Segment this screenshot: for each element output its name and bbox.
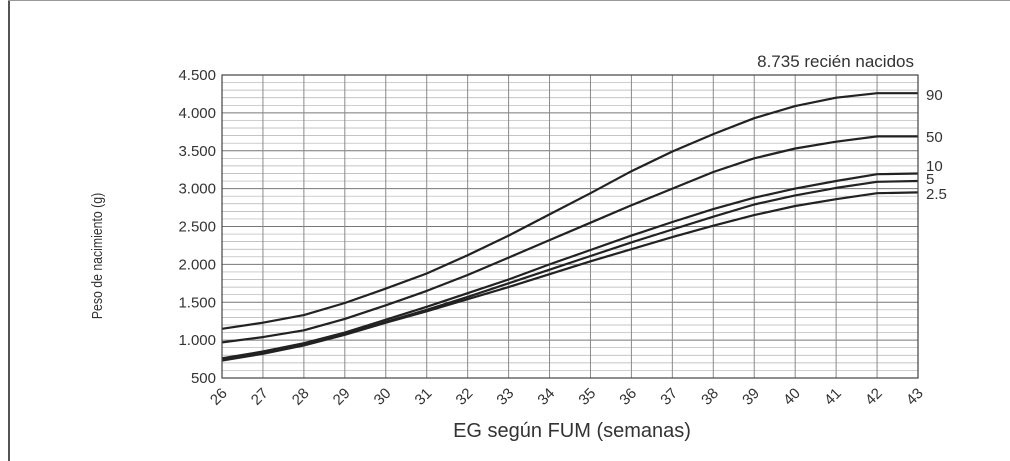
x-tick-label: 40 (780, 385, 804, 409)
y-tick-label: 3.500 (178, 143, 216, 160)
series-line-50 (221, 135, 918, 344)
y-tick-label: 500 (191, 370, 216, 387)
x-tick-label: 33 (493, 385, 517, 409)
series-label-50: 50 (926, 129, 943, 146)
y-tick-label: 2.500 (178, 219, 216, 236)
x-tick-label: 30 (371, 385, 395, 409)
x-tick-label: 37 (657, 385, 681, 409)
series-label-5: 5 (926, 171, 934, 188)
series-line-2-5 (221, 191, 919, 362)
y-axis-title: Peso de nacimiento (g) (89, 193, 105, 319)
series-layer (221, 92, 919, 362)
x-tick-label: 31 (412, 385, 436, 409)
y-tick-label: 4.500 (178, 67, 216, 84)
series-label-10: 10 (926, 158, 943, 175)
x-tick-label: 27 (248, 385, 272, 409)
frame-left-border (8, 0, 10, 461)
y-tick-label: 2.000 (178, 256, 216, 273)
x-tick-label: 34 (534, 385, 558, 409)
y-tick-labels: 4.500 4.000 3.500 3.000 2.500 2.000 1.500 1.000… (178, 67, 216, 387)
x-tick-label: 43 (903, 385, 927, 409)
x-tick-label: 42 (862, 385, 886, 409)
x-tick-label: 29 (330, 385, 354, 409)
series-line-90 (221, 92, 918, 330)
y-tick-label: 1.500 (178, 294, 216, 311)
x-tick-label: 36 (616, 385, 640, 409)
x-tick-label: 32 (453, 385, 477, 409)
y-tick-label: 4.000 (178, 105, 216, 122)
series-line-10 (221, 172, 919, 360)
plot-border (221, 74, 919, 379)
x-axis-title: EG según FUM (semanas) (453, 420, 691, 442)
series-label-2-5: 2.5 (926, 186, 947, 203)
x-tick-label: 35 (575, 385, 599, 409)
x-tick-label: 41 (821, 385, 845, 409)
x-tick-labels: 26 27 28 29 30 31 32 33 34 35 36 37 38 39 40 41 42 43 (207, 385, 927, 409)
series-label-90: 90 (926, 87, 943, 104)
x-tick-label: 26 (207, 385, 231, 409)
chart-annotation: 8.735 recién nacidos (757, 52, 914, 71)
x-tick-label: 39 (739, 385, 763, 409)
y-tick-label: 1.000 (178, 332, 216, 349)
frame-top-border (8, 0, 1010, 1)
x-tick-label: 28 (289, 385, 313, 409)
series-line-5 (221, 179, 919, 361)
x-tick-label: 38 (698, 385, 722, 409)
y-tick-label: 3.000 (178, 181, 216, 198)
grid (221, 74, 919, 379)
